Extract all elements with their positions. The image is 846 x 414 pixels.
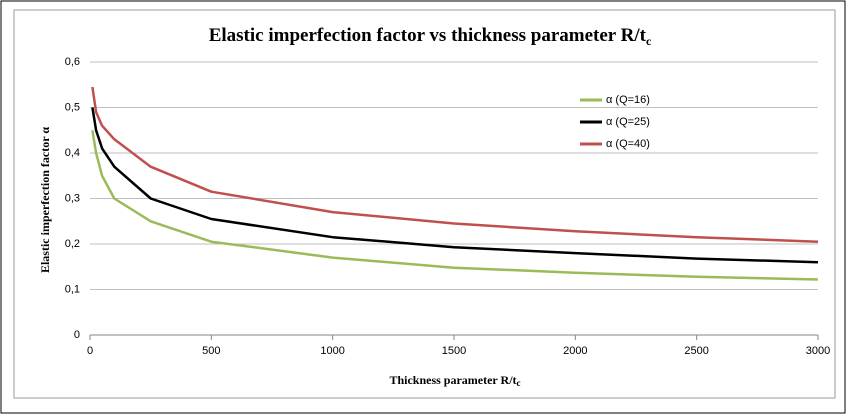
x-tick-label: 0 [87, 345, 93, 357]
series-line [91, 107, 819, 264]
x-tick-label: 1500 [442, 345, 466, 357]
chart-area [13, 9, 836, 399]
legend-label: α (Q=25) [606, 116, 650, 128]
y-tick-label: 0,4 [65, 147, 80, 159]
y-tick-label: 0,3 [65, 192, 80, 204]
x-tick-label: 3000 [806, 345, 830, 357]
y-tick-label: 0,2 [65, 238, 80, 250]
x-tick-label: 500 [202, 345, 220, 357]
legend-label: α (Q=16) [606, 94, 650, 106]
series-line [91, 86, 819, 243]
y-tick-label: 0,5 [65, 101, 80, 113]
x-tick-label: 1000 [320, 345, 344, 357]
x-tick-label: 2500 [684, 345, 708, 357]
y-axis-label: Elastic imperfection factor α [38, 127, 52, 273]
y-tick-label: 0 [74, 329, 80, 341]
x-axis-label: Thickness parameter R/tc [389, 373, 520, 388]
series-line [91, 130, 819, 281]
chart-title: Elastic imperfection factor vs thickness… [209, 25, 652, 47]
y-tick-label: 0,1 [65, 283, 80, 295]
legend-label: α (Q=40) [606, 138, 650, 150]
y-tick-label: 0,6 [65, 56, 80, 68]
x-tick-label: 2000 [563, 345, 587, 357]
